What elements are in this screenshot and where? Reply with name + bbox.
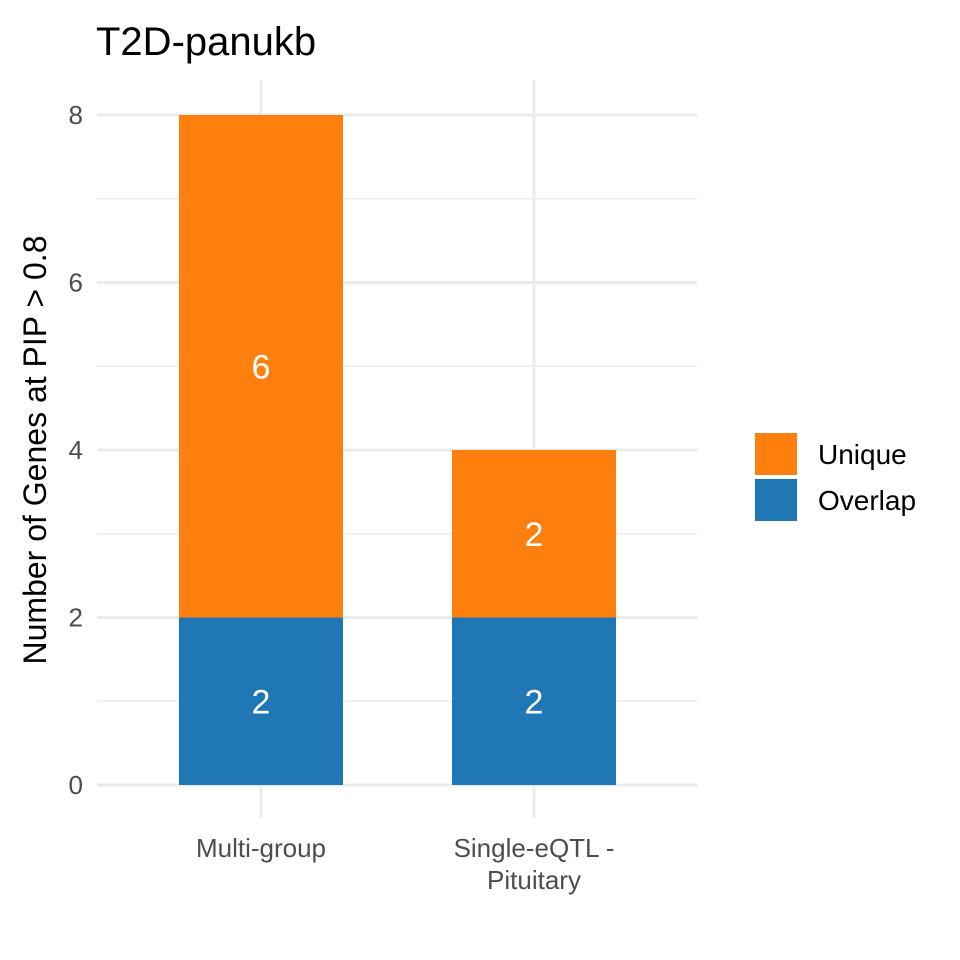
y-axis-title: Number of Genes at PIP > 0.8 — [17, 236, 53, 665]
chart-title: T2D-panukb — [96, 20, 316, 64]
bar-value-label: 2 — [252, 683, 271, 721]
bars — [179, 115, 616, 785]
bar-segment-overlap — [179, 617, 343, 785]
x-tick-label: Multi-group — [196, 833, 326, 863]
x-tick-label: Single-eQTL -Pituitary — [454, 833, 615, 895]
legend-key-unique — [755, 433, 797, 475]
x-axis-ticks: Multi-group Single-eQTL -Pituitary — [196, 833, 614, 895]
bar-segment-overlap — [452, 617, 616, 785]
legend-label-overlap: Overlap — [818, 485, 916, 516]
y-tick-label: 4 — [69, 435, 83, 465]
bar-value-labels: 2 6 2 2 — [252, 348, 544, 721]
bar-value-label: 6 — [252, 348, 271, 386]
y-tick-label: 6 — [69, 268, 83, 298]
y-tick-label: 2 — [69, 603, 83, 633]
bar-segment-unique — [452, 450, 616, 618]
bar-value-label: 2 — [525, 516, 544, 554]
legend-label-unique: Unique — [818, 439, 907, 470]
y-tick-label: 0 — [69, 770, 83, 800]
legend-key-overlap — [755, 479, 797, 521]
y-tick-label: 8 — [69, 100, 83, 130]
bar-value-label: 2 — [525, 683, 544, 721]
bar-segment-unique — [179, 115, 343, 618]
y-axis-ticks: 0 2 4 6 8 — [69, 100, 83, 800]
legend: Unique Overlap — [755, 433, 916, 521]
